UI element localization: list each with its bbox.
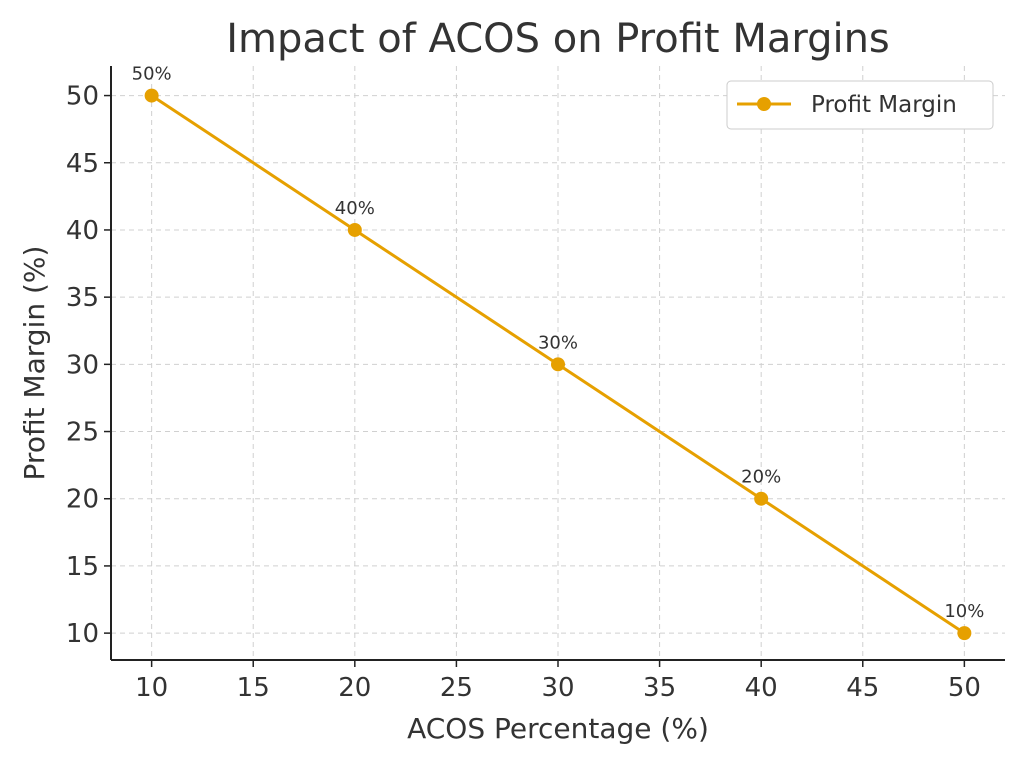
series: 50% 40% 30% 20% 10%: [132, 64, 984, 641]
y-tick-label: 30: [66, 350, 99, 380]
x-tick-label: 25: [440, 673, 473, 703]
data-point: [957, 626, 972, 641]
legend: Profit Margin: [726, 80, 994, 130]
y-tick-label: 50: [66, 82, 99, 112]
legend-frame: [726, 80, 994, 130]
x-tick-label: 45: [846, 673, 879, 703]
data-point: [551, 357, 565, 372]
legend-marker-swatch: [757, 97, 771, 111]
y-tick-label: 45: [66, 149, 99, 179]
y-tick-label: 35: [66, 283, 99, 313]
data-label: 30%: [538, 332, 578, 353]
x-tick-label: 10: [135, 673, 168, 703]
x-tick-label: 20: [338, 673, 371, 703]
x-axis-label: ACOS Percentage (%): [407, 712, 709, 745]
data-point: [347, 222, 362, 237]
x-tick-label: 50: [948, 673, 981, 703]
y-axis-label: Profit Margin (%): [18, 246, 51, 481]
y-tick-label: 10: [66, 619, 99, 649]
data-point: [144, 88, 159, 103]
x-tick-label: 15: [237, 673, 270, 703]
y-tick-label: 40: [66, 216, 99, 246]
axes: 10 15 20 25 30 35 40 45 50 10 15 20 25 30 35 40 45 50: [66, 66, 1005, 703]
chart-title: Impact of ACOS on Profit Margins: [226, 16, 890, 62]
x-tick-label: 40: [745, 673, 778, 703]
x-tick-label: 30: [541, 673, 574, 703]
x-tick-label: 35: [643, 673, 676, 703]
data-label: 20%: [741, 467, 781, 488]
legend-label: Profit Margin: [811, 92, 957, 118]
y-tick-label: 25: [66, 418, 99, 448]
y-tick-label: 20: [66, 485, 99, 515]
y-tick-label: 15: [66, 552, 99, 582]
data-label: 50%: [132, 64, 172, 85]
data-point: [754, 491, 769, 506]
data-label: 40%: [335, 198, 375, 219]
data-label: 10%: [944, 601, 984, 622]
